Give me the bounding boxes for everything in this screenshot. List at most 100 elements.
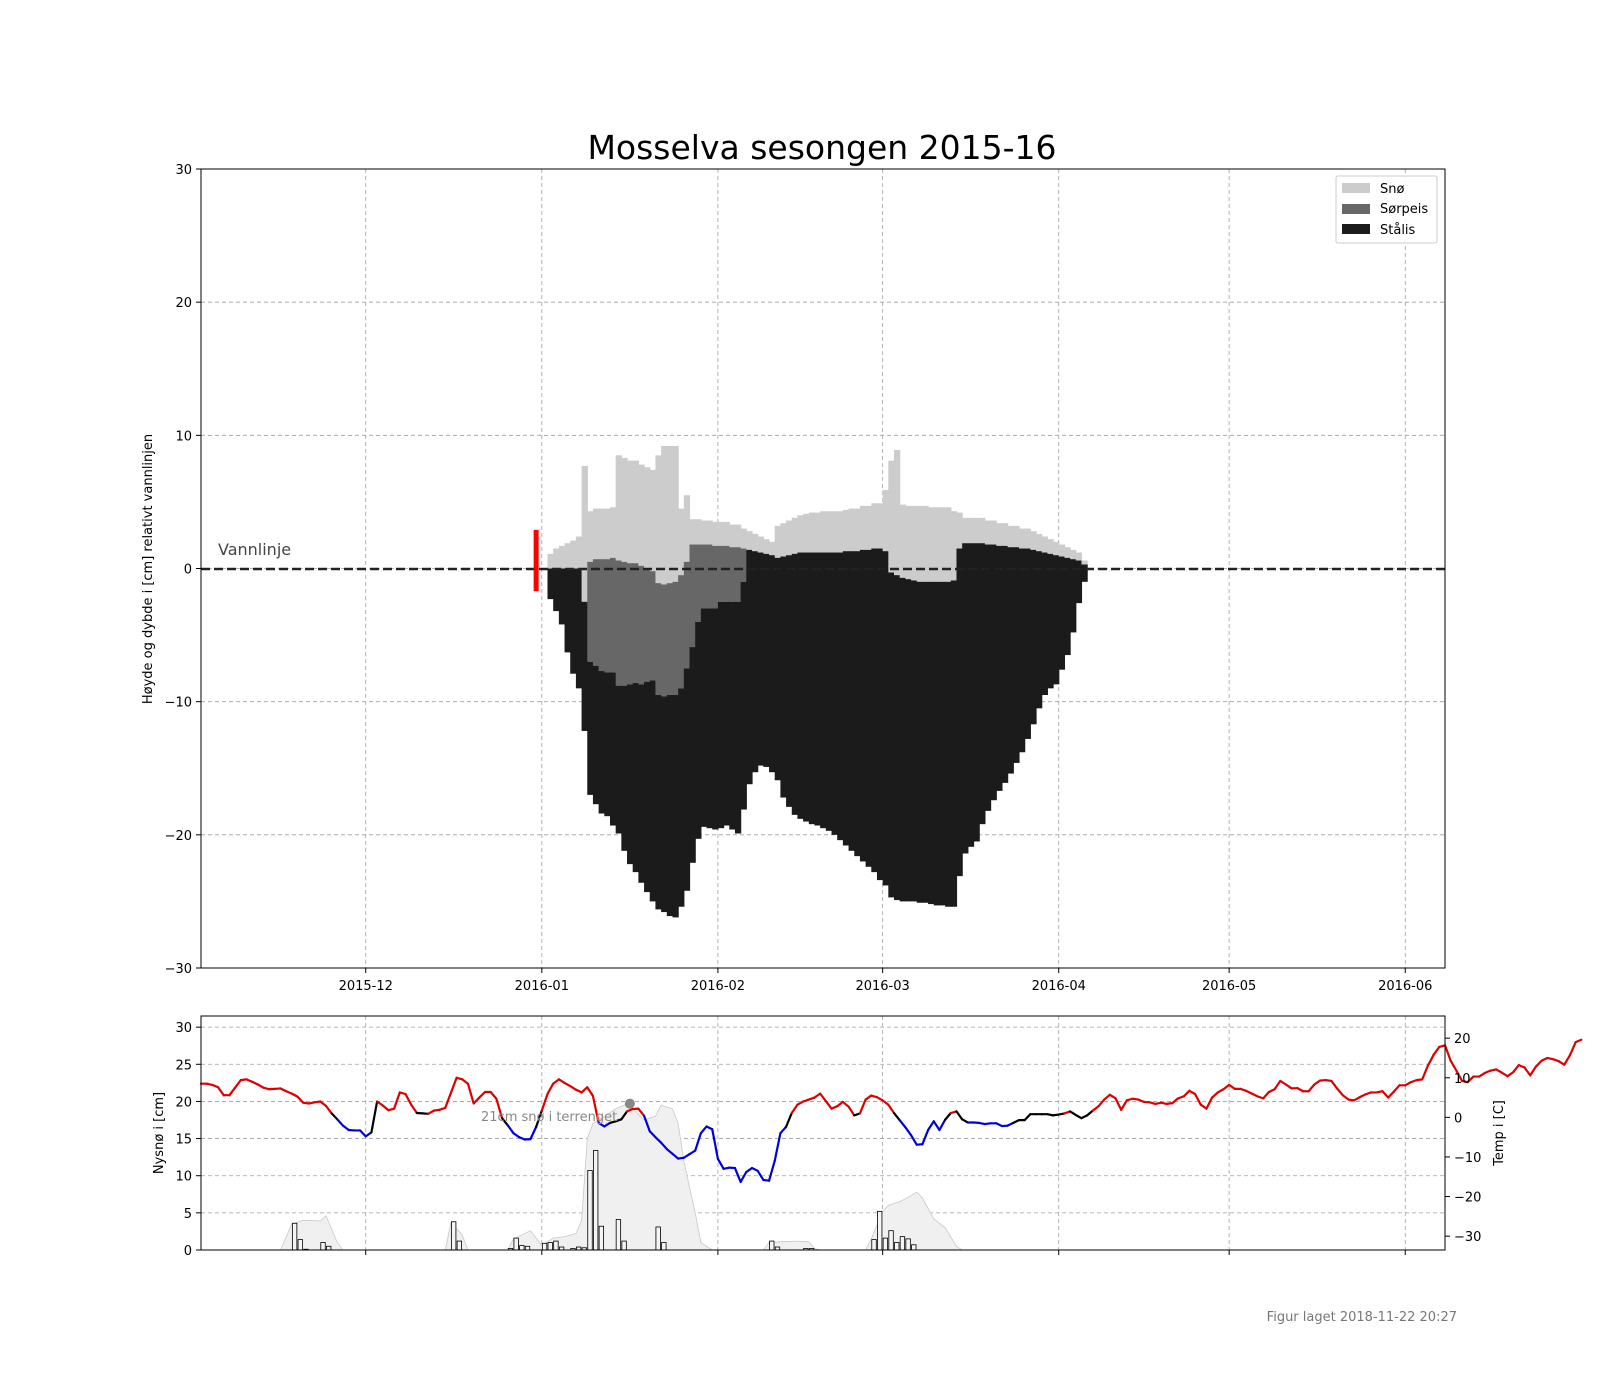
snow-bar	[661, 445, 668, 585]
temperature-segment	[864, 1094, 873, 1101]
temperature-segment	[216, 1086, 225, 1097]
black-ice-bar	[1053, 555, 1060, 685]
black-ice-bar	[882, 551, 889, 886]
temperature-ylabel: Temp i [C]	[1492, 1100, 1507, 1167]
snow-bar	[882, 489, 889, 552]
temperature-segment	[694, 1132, 702, 1152]
temp-tick-label: −20	[1454, 1191, 1481, 1206]
snow-bar	[678, 508, 685, 576]
new-snow-bar	[655, 1226, 661, 1251]
black-ice-bar	[939, 581, 946, 906]
snow-bar	[1018, 528, 1026, 549]
snow-bar	[769, 541, 776, 556]
temperature-segment	[341, 1124, 350, 1132]
snow-bar	[723, 521, 730, 546]
temperature-segment	[881, 1099, 890, 1106]
snow-bar	[615, 455, 622, 561]
black-ice-bar	[632, 683, 639, 873]
temperature-segment	[1381, 1090, 1390, 1099]
temperature-segment	[410, 1103, 418, 1115]
new-snow-bar	[553, 1240, 559, 1251]
temperature-segment	[1114, 1097, 1123, 1111]
snow-bar	[763, 539, 770, 554]
temperature-segment	[1500, 1071, 1509, 1078]
slush-bar	[666, 583, 674, 696]
snow-bar	[740, 528, 747, 549]
slush-bar	[638, 565, 645, 685]
snow-bar	[564, 543, 571, 569]
snow-bar	[717, 521, 725, 546]
slush-bar	[649, 571, 657, 681]
black-ice-bar	[1024, 548, 1031, 739]
snow-bar	[570, 540, 577, 569]
new-snow-bar	[882, 1237, 889, 1251]
black-ice-bar	[888, 572, 895, 898]
snow-bar	[638, 464, 645, 566]
snow-bar	[1075, 552, 1083, 561]
snow-bar	[865, 505, 872, 550]
slush-bar	[621, 561, 628, 686]
temperature-segment	[898, 1119, 907, 1129]
weather-chart-ticks: 0 5 10 15 20 25 30 −30 −20 −10 0 10 20	[175, 1021, 1481, 1259]
snow-bar	[791, 517, 799, 554]
black-ice-bar	[763, 553, 770, 767]
temperature-segment	[1534, 1059, 1543, 1068]
snow-bar	[905, 505, 912, 580]
new-snow-bar	[769, 1240, 775, 1251]
temp-tick-label: 0	[1454, 1111, 1462, 1126]
black-ice-bar	[644, 681, 651, 893]
snow-bar	[1070, 549, 1077, 560]
temperature-segment	[569, 1084, 578, 1091]
black-ice-bar	[649, 680, 657, 902]
snow-bar	[706, 520, 713, 545]
temperature-segment	[319, 1100, 328, 1107]
x-tick-label: 2015-12	[339, 979, 393, 994]
snow-bar	[911, 505, 918, 581]
snow-bar	[888, 460, 895, 573]
snow-bar	[967, 517, 975, 544]
x-tick-label: 2016-05	[1202, 979, 1256, 994]
black-ice-bar	[666, 695, 674, 917]
slush-bar	[615, 560, 622, 686]
temperature-segment	[552, 1078, 560, 1085]
x-tick-label: 2016-03	[855, 979, 909, 994]
temperature-segment	[233, 1079, 242, 1089]
temperature-segment	[512, 1132, 521, 1139]
temperature-segment	[1171, 1097, 1180, 1105]
black-ice-bar	[928, 581, 935, 905]
black-ice-bar	[791, 553, 799, 815]
snow-bar	[973, 517, 980, 544]
black-ice-bar	[842, 551, 850, 846]
black-ice-bar	[740, 581, 747, 810]
black-ice-bar	[700, 608, 708, 827]
snow-bar	[547, 553, 554, 569]
temperature-segment	[535, 1109, 543, 1128]
new-snow-bar	[451, 1221, 457, 1251]
black-ice-bar	[609, 672, 617, 826]
ice-chart-ticks: 2015-12 2016-01 2016-02 2016-03 2016-04 2016-…	[165, 163, 1433, 994]
snow-bar	[1053, 541, 1060, 556]
temperature-segment	[1443, 1044, 1452, 1062]
y-tick-label: −10	[165, 696, 192, 711]
legend-label-snow: Snø	[1380, 182, 1404, 197]
temperature-segment	[603, 1121, 612, 1128]
temperature-segment	[358, 1129, 367, 1138]
temperature-segment	[461, 1078, 470, 1085]
temperature-segment	[1529, 1065, 1537, 1077]
snow-bar	[751, 533, 759, 552]
new-snow-bar	[661, 1242, 667, 1251]
slush-bar	[706, 544, 713, 609]
snow-bar	[621, 457, 628, 562]
temperature-segment	[909, 1134, 918, 1146]
chart-title: Mosselva sesongen 2015-16	[587, 128, 1056, 167]
snow-bar	[683, 495, 691, 562]
black-ice-bar	[814, 552, 821, 826]
black-ice-bar	[723, 601, 730, 826]
temperature-segment	[1108, 1093, 1117, 1100]
black-ice-bar	[564, 568, 571, 653]
temperature-segment	[1421, 1064, 1430, 1081]
snow-bar	[746, 531, 753, 550]
snow-bar	[939, 507, 946, 582]
temperature-segment	[540, 1092, 549, 1112]
new-snow-bar	[513, 1237, 519, 1251]
